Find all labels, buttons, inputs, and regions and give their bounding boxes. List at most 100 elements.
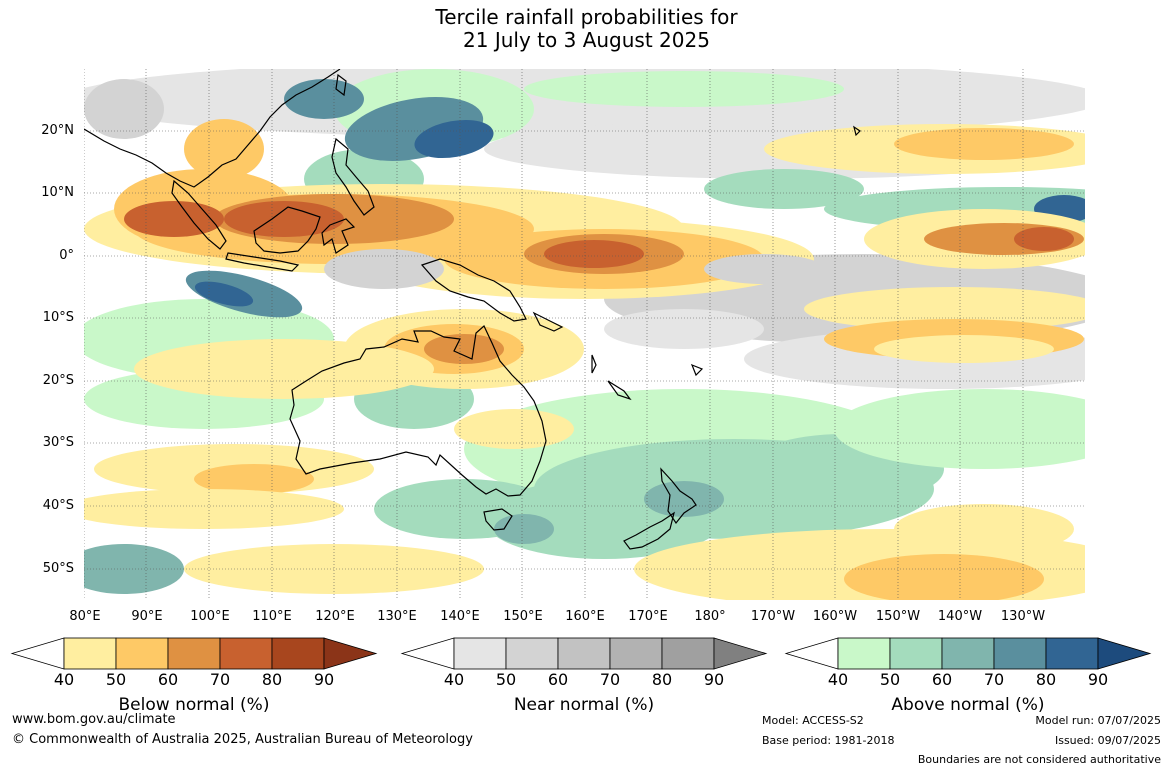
issued-date: Issued: 09/07/2025 (1054, 734, 1161, 747)
fiji-coastline (690, 363, 704, 377)
colorbar-upper-extend (323, 637, 378, 670)
colorbar-segment (271, 637, 325, 670)
graticule (84, 69, 1085, 600)
near-tick: 40 (443, 670, 465, 689)
borneo-coastline (253, 206, 321, 254)
colorbar-segment (557, 637, 611, 670)
near-normal-label: Near normal (%) (513, 695, 655, 715)
below-tick: 80 (261, 670, 283, 689)
colorbar-segment (219, 637, 273, 670)
above-normal-region (834, 389, 1085, 469)
below-normal-colorbar (10, 637, 378, 670)
lat-label: 10°S (42, 310, 74, 325)
philippines-coastline (331, 137, 375, 216)
lon-label: 150°W (875, 609, 921, 624)
lon-label: 140°E (440, 609, 480, 624)
sumatra-coastline (171, 179, 227, 250)
model-name: Model: ACCESS-S2 (762, 714, 864, 727)
lon-label: 100°E (190, 609, 230, 624)
above-normal-region (414, 119, 494, 159)
below-normal-region (134, 339, 434, 399)
lat-label: 0° (59, 248, 74, 263)
lat-label: 10°N (41, 185, 74, 200)
lat-label: 50°S (42, 561, 74, 576)
vanuatu-coastline (591, 354, 597, 374)
model-run-date: Model run: 07/07/2025 (1035, 714, 1161, 727)
new-guinea-coastline (420, 258, 527, 322)
lon-label: 120°E (315, 609, 355, 624)
new-zealand-north-coastline (660, 467, 697, 525)
australia-coastline (289, 325, 547, 497)
below-normal-region (1014, 227, 1074, 251)
colorbar-segment (115, 637, 169, 670)
near-tick: 90 (703, 670, 725, 689)
below-normal-region (84, 489, 344, 529)
above-tick: 80 (1035, 670, 1057, 689)
near-tick: 80 (651, 670, 673, 689)
colorbar-segment (1045, 637, 1099, 670)
mainland-asia-coastline (84, 69, 341, 188)
boundaries-disclaimer: Boundaries are not considered authoritat… (917, 753, 1161, 766)
website-link[interactable]: www.bom.gov.au/climate (12, 712, 176, 727)
lon-label: 130°W (1000, 609, 1046, 624)
lon-label: 110°E (252, 609, 292, 624)
above-normal-region (644, 481, 724, 517)
below-normal-region (454, 409, 574, 449)
above-normal-region (704, 169, 864, 209)
lat-label: 20°N (41, 123, 74, 138)
colorbar-segment (63, 637, 117, 670)
map-title-line1: Tercile rainfall probabilities for (435, 5, 738, 29)
below-normal-region (894, 128, 1074, 160)
below-normal-region (224, 201, 344, 237)
tasmania-coastline (483, 508, 513, 531)
new-caledonia-coastline (607, 380, 632, 401)
colorbar-segment (889, 637, 943, 670)
rainfall-probability-map (84, 69, 1085, 600)
lon-label: 130°E (377, 609, 417, 624)
near-normal-colorbar (400, 637, 768, 670)
below-tick: 50 (105, 670, 127, 689)
colorbar-segment (661, 637, 715, 670)
colorbar-upper-extend (713, 637, 768, 670)
lon-label: 160°E (565, 609, 605, 624)
above-tick: 60 (931, 670, 953, 689)
above-tick: 90 (1087, 670, 1109, 689)
near-normal-region (84, 79, 164, 139)
probability-fields (84, 69, 1085, 600)
sulawesi-coastline (321, 218, 356, 254)
lon-label: 140°W (937, 609, 983, 624)
hawaii-coastline (853, 125, 861, 137)
new-zealand-south-coastline (623, 511, 675, 550)
below-normal-region (544, 240, 644, 268)
base-period: Base period: 1981-2018 (762, 734, 895, 747)
above-normal-region (84, 544, 184, 594)
lon-label: 150°E (503, 609, 543, 624)
below-normal-region (194, 464, 314, 494)
near-normal-region (604, 309, 764, 349)
colorbar-segment (453, 637, 507, 670)
lat-label: 40°S (42, 498, 74, 513)
colorbar-lower-extend (784, 637, 839, 670)
colorbar-lower-extend (400, 637, 455, 670)
solomon-islands-coastline (532, 311, 564, 332)
below-normal-label: Below normal (%) (118, 695, 270, 715)
near-tick: 70 (599, 670, 621, 689)
coastlines (84, 69, 861, 550)
below-normal-region (894, 504, 1074, 554)
above-tick: 70 (983, 670, 1005, 689)
lon-label: 160°W (812, 609, 858, 624)
below-tick: 70 (209, 670, 231, 689)
lon-label: 170°W (750, 609, 796, 624)
above-tick: 50 (879, 670, 901, 689)
lon-label: 90°E (131, 609, 163, 624)
above-normal-colorbar (784, 637, 1152, 670)
colorbar-segment (837, 637, 891, 670)
above-normal-region (194, 281, 254, 307)
below-tick: 90 (313, 670, 335, 689)
colorbar-segment (167, 637, 221, 670)
below-normal-region (844, 554, 1044, 600)
below-normal-region (874, 335, 1054, 363)
colorbar-lower-extend (10, 637, 65, 670)
copyright-text: © Commonwealth of Australia 2025, Austra… (12, 732, 473, 747)
near-tick: 60 (547, 670, 569, 689)
